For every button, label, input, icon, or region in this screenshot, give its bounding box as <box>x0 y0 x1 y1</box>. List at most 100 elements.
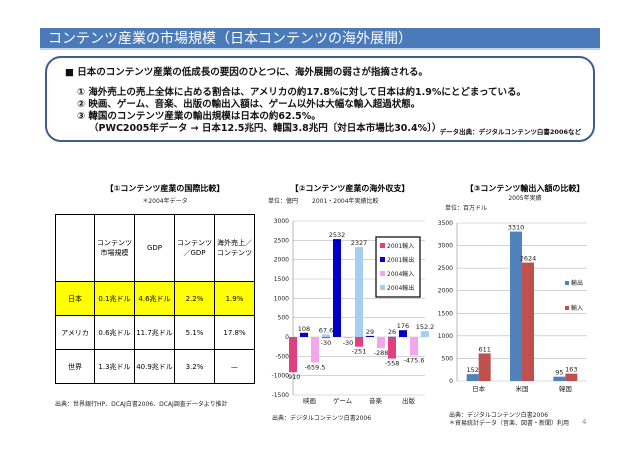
cell: 11.7兆ドル <box>134 315 175 350</box>
x-tick-label: 音楽 <box>369 396 383 405</box>
data-label: -30 <box>321 339 332 347</box>
data-label: 67.6 <box>319 326 333 334</box>
x-tick-label: 韓国 <box>559 384 572 393</box>
cell: 1.9% <box>214 281 255 316</box>
y-tick-label: 2000 <box>274 257 289 264</box>
data-label: -30 <box>343 339 354 347</box>
chart3-unit: 単位：百万ドル <box>445 205 488 212</box>
data-label: -659.5 <box>305 364 326 372</box>
cell: 2.2% <box>174 281 215 316</box>
cell: 3.2% <box>174 349 215 384</box>
data-label: 152 <box>466 366 478 374</box>
y-tick-label: 1000 <box>438 333 453 340</box>
y-tick-label: 0 <box>285 334 289 341</box>
y-tick-label: 0 <box>449 378 453 385</box>
bar <box>322 337 330 339</box>
bar <box>333 239 341 337</box>
data-label: -558 <box>385 360 400 368</box>
x-tick-label: ゲーム <box>333 396 353 405</box>
data-label: 2624 <box>520 255 537 263</box>
bar <box>344 337 352 339</box>
chart2-subtitle: 2001・2004年実績比較 <box>312 198 379 205</box>
legend-label: 2004輸出 <box>387 284 414 292</box>
chart3-title: 【③コンテンツ輸出入額の比較】 <box>465 184 585 193</box>
bar <box>410 337 418 356</box>
chart3-source: 出典：デジタルコンテンツ白書2006 <box>449 412 549 419</box>
bar <box>366 335 374 337</box>
table-title: 【①コンテンツ産業の国際比較】 <box>105 184 225 193</box>
table-note: ＊2004年データ <box>142 198 188 205</box>
bar <box>478 353 491 381</box>
legend-swatch <box>565 281 569 285</box>
cell: 17.8% <box>214 315 255 350</box>
bar <box>388 337 396 359</box>
slide-title: コンテンツ産業の市場規模（日本コンテンツの海外展開） <box>40 28 600 50</box>
chart2-source: 出典：デジタルコンテンツ白書2006 <box>272 415 372 422</box>
legend-label: 2001輸入 <box>387 242 414 250</box>
summary-point: （PWC2005年データ → 日本12.5兆円、韓国3.8兆円〔対日本市場比30… <box>89 123 442 134</box>
y-tick-label: 2000 <box>438 288 453 295</box>
y-tick-label: 3000 <box>274 218 289 225</box>
summary-point: ② 映画、ゲーム、音楽、出版の輸出入額は、ゲーム以外は大幅な輸入超過状態。 <box>77 99 421 110</box>
page-number: 4 <box>582 418 587 426</box>
legend-swatch <box>565 306 569 310</box>
legend-swatch <box>380 285 385 290</box>
x-tick-label: 米国 <box>516 384 529 393</box>
comparison-table: コンテンツ市場規模 GDP コンテンツ／GDP 海外売上／コンテンツ 日本 0.1… <box>55 214 255 384</box>
data-label: 108 <box>298 325 310 333</box>
y-tick-label: 1000 <box>274 295 289 302</box>
y-tick-label: 2500 <box>438 265 453 272</box>
chart3-note: ＊貿易統計データ（音楽、図書・新聞）利用 <box>449 420 570 427</box>
cell: 世界 <box>55 349 95 384</box>
legend-swatch <box>380 243 385 248</box>
data-label: 163 <box>565 366 577 374</box>
y-tick-label: -1000 <box>272 373 290 380</box>
summary-box: ■ 日本のコンテンツ産業の低成長の要因のひとつに、海外展開の弱さが指摘される。 … <box>45 56 595 142</box>
bar <box>388 335 396 337</box>
cell: 0.1兆ドル <box>94 281 135 316</box>
chart2-unit: 単位：億円 <box>268 198 299 205</box>
y-tick-label: -1500 <box>272 392 290 399</box>
data-label: 2532 <box>329 231 346 239</box>
y-tick-label: 3000 <box>438 243 453 250</box>
bar <box>355 247 363 337</box>
bar <box>322 334 330 337</box>
bar <box>553 376 566 381</box>
data-label: -251 <box>352 348 367 356</box>
data-label: 3310 <box>508 224 525 232</box>
bar <box>522 262 534 381</box>
summary-lead: ■ 日本のコンテンツ産業の低成長の要因のひとつに、海外展開の弱さが指摘される。 <box>65 67 428 78</box>
cell: — <box>214 349 255 384</box>
data-label: -475.6 <box>404 356 425 364</box>
cell: 0.6兆ドル <box>94 315 135 350</box>
chart2-title: 【②コンテンツ産業の海外収支】 <box>290 184 410 193</box>
header-cell <box>55 214 95 282</box>
summary-point: ① 海外売上の売上全体に占める割合は、アメリカの約17.8%に対して日本は約1.… <box>77 87 527 98</box>
summary-point: ③ 韓国のコンテンツ産業の輸出規模は日本の約62.5%。 <box>77 111 321 122</box>
bar <box>311 337 319 363</box>
x-tick-label: 映画 <box>303 396 316 405</box>
data-label: 95 <box>555 369 563 377</box>
bar <box>421 331 429 337</box>
chart3-subtitle: 2005年実績 <box>508 195 542 202</box>
bar <box>565 373 578 381</box>
x-tick-label: 出版 <box>402 396 416 405</box>
data-label: 176 <box>397 322 409 330</box>
legend-label: 2004輸入 <box>387 270 414 278</box>
y-tick-label: -500 <box>275 353 289 360</box>
summary-source: データ出典：デジタルコンテンツ白書2006など <box>439 128 581 136</box>
data-label: 2327 <box>351 239 368 247</box>
bar <box>510 231 522 381</box>
y-tick-label: 1500 <box>438 310 453 317</box>
y-tick-label: 2500 <box>274 237 289 244</box>
y-tick-label: 3500 <box>438 220 453 227</box>
legend-label: 輸出 <box>571 279 583 287</box>
data-label: -910 <box>286 373 301 381</box>
cell: アメリカ <box>55 315 95 350</box>
y-tick-label: 500 <box>442 355 454 362</box>
bar <box>377 337 385 349</box>
bar <box>399 330 407 337</box>
x-tick-label: 日本 <box>472 384 486 393</box>
bar <box>466 374 479 381</box>
